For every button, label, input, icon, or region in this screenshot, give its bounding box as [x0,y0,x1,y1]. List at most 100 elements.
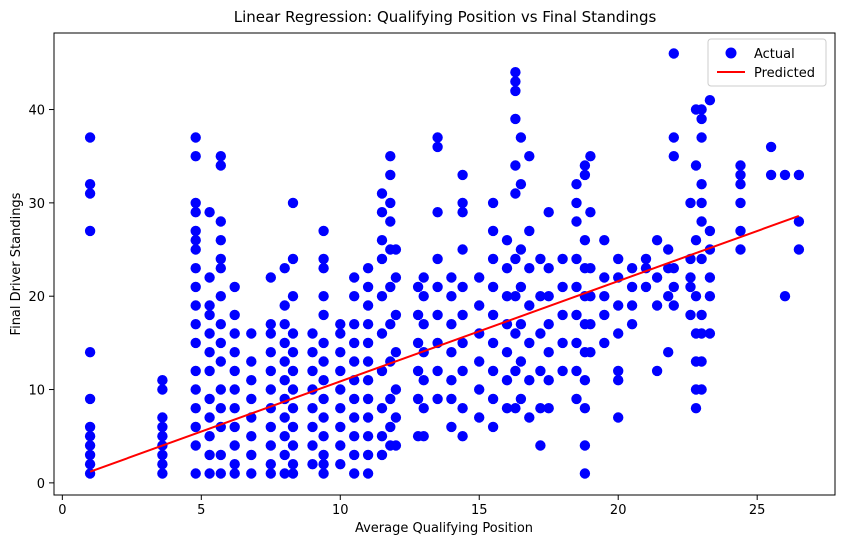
data-point [487,309,499,321]
data-point [579,403,591,414]
data-point [432,281,443,293]
data-point [543,375,554,386]
data-point [510,67,521,78]
data-point [215,151,226,162]
data-point [557,309,568,321]
data-point [613,365,624,377]
data-point [265,328,276,339]
data-point [190,421,201,433]
data-point [412,337,424,349]
data-point [418,403,429,414]
data-point [335,384,346,395]
data-point [690,291,702,302]
data-point [390,384,402,395]
data-point [229,347,240,358]
data-point [685,309,696,321]
data-point [704,328,716,339]
data-point [204,365,215,377]
data-point [157,449,168,461]
data-point [349,412,360,423]
data-point [229,309,240,321]
data-point [557,337,568,349]
data-point [418,375,429,386]
data-point [501,291,513,302]
data-point [157,468,168,479]
data-point [307,421,318,433]
data-point [515,319,527,330]
data-point [735,179,746,190]
data-point [457,365,468,377]
data-point [668,151,679,162]
data-point [704,291,716,302]
data-point [287,291,299,302]
data-point [765,141,777,153]
data-point [510,365,521,377]
data-point [735,160,746,171]
data-point [626,263,638,274]
data-point [735,197,746,209]
data-point [84,132,96,143]
data-point [571,281,582,293]
data-point [362,356,374,367]
data-point [696,104,707,115]
data-point [335,403,346,414]
data-point [446,421,457,433]
data-point [279,468,290,479]
data-point [385,151,396,162]
data-point [487,225,499,237]
data-point [457,431,468,442]
y-tick-label: 40 [28,104,45,119]
data-point [229,459,240,470]
data-point [599,309,610,321]
data-point [557,253,568,265]
data-point [599,291,610,302]
data-point [307,440,318,451]
data-point [793,244,805,255]
data-point [349,337,360,349]
data-point [318,431,329,442]
data-point [571,253,582,265]
data-point [535,253,546,265]
data-point [579,235,591,246]
data-point [385,281,396,293]
data-point [651,235,663,246]
data-point [515,179,527,190]
data-point [663,244,674,255]
data-point [571,216,582,227]
data-point [265,440,276,451]
data-point [432,141,443,153]
data-point [215,160,226,171]
data-point [515,244,527,255]
data-point [390,412,402,423]
data-point [446,375,457,386]
data-point [215,319,226,330]
data-point [349,393,360,405]
data-point [510,328,521,339]
data-point [376,207,388,218]
data-point [362,412,374,423]
data-point [579,375,591,386]
data-point [362,375,374,386]
data-point [318,468,329,479]
data-point [487,365,499,377]
data-point [318,253,329,265]
data-point [246,393,257,405]
data-point [651,365,663,377]
data-point [579,169,591,181]
data-point [190,235,201,246]
data-point [735,169,746,181]
data-point [779,291,791,302]
data-point [571,197,582,209]
data-point [613,412,624,423]
y-axis-label: Final Driver Standings [9,192,24,335]
data-point [376,403,388,414]
data-point [668,48,679,59]
x-tick-label: 25 [749,503,766,518]
data-point [412,281,424,293]
data-point [157,375,168,386]
data-point [585,207,596,218]
data-point [318,337,329,349]
data-point [229,365,240,377]
data-point [735,225,746,237]
